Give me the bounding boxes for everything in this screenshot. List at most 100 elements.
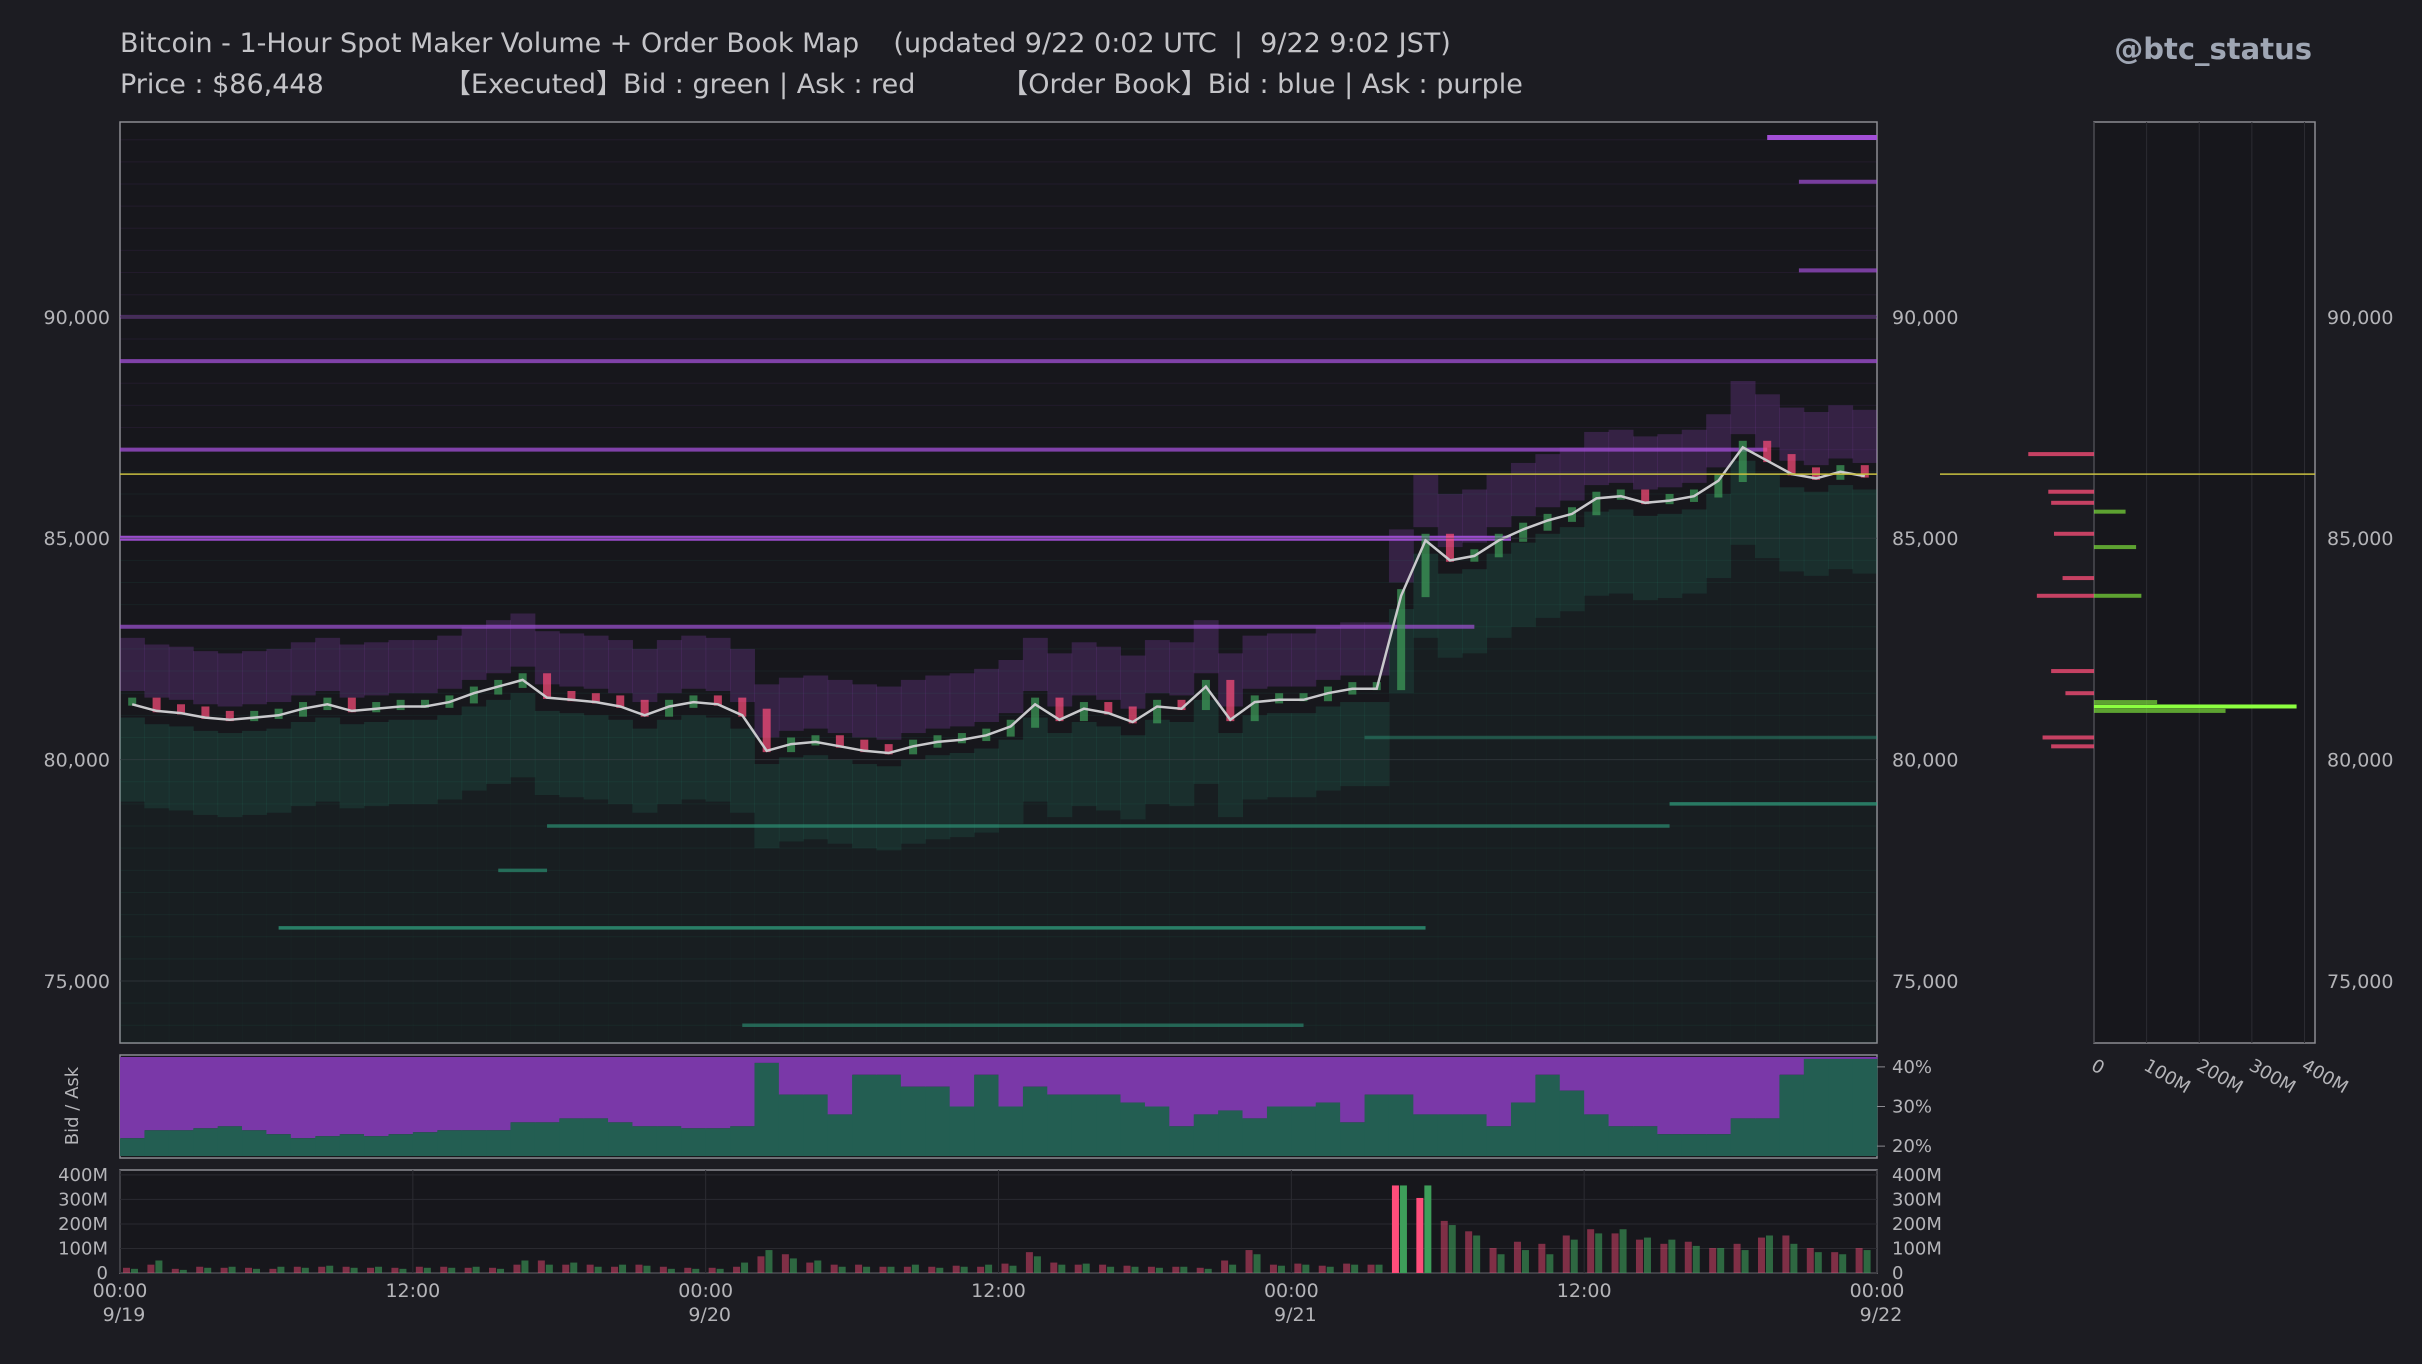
ask-volume-bar [513, 1264, 521, 1273]
bid-volume-bar [936, 1267, 944, 1273]
price-tick-left: 85,000 [44, 528, 110, 550]
ask-share-bar [632, 1057, 658, 1127]
bid-share-bar [1584, 1114, 1610, 1156]
ratio-tick-label: 30% [1892, 1097, 1932, 1118]
executed-candle [1055, 697, 1064, 722]
ask-depth-cell [608, 640, 633, 694]
ask-volume-bar [1611, 1233, 1619, 1273]
profile-bid-bar [2094, 700, 2158, 705]
ask-depth-cell [1022, 637, 1048, 691]
bid-depth-cell [1266, 713, 1292, 798]
bid-deep-cell [1828, 569, 1854, 1043]
executed-candle [591, 693, 600, 704]
bid-volume-bar [1107, 1266, 1115, 1273]
bid-deep-cell [1071, 806, 1097, 1043]
ask-share-bar [1291, 1057, 1317, 1107]
ask-volume-bar [269, 1268, 277, 1273]
executed-candle [128, 697, 137, 706]
bid-depth-cell [1242, 715, 1268, 800]
bid-share-bar [1022, 1086, 1048, 1156]
ask-share-bar [681, 1057, 707, 1129]
profile-price-tick: 75,000 [2327, 971, 2393, 993]
ask-share-bar [1437, 1057, 1463, 1115]
bid-share-bar [1120, 1102, 1146, 1156]
ask-volume-bar [903, 1266, 911, 1273]
bid-deep-cell [412, 803, 438, 1043]
bid-share-bar [998, 1106, 1024, 1156]
executed-candle [567, 690, 576, 702]
ask-volume-bar [830, 1264, 838, 1273]
time-tick-label: 12:00 [971, 1280, 1026, 1302]
bid-volume-bar [716, 1268, 724, 1273]
ask-depth-cell [803, 675, 829, 729]
bid-deep-cell [1193, 783, 1219, 1043]
ask-share-bar [608, 1057, 633, 1123]
executed-candle [1177, 699, 1186, 711]
ask-share-bar [583, 1057, 609, 1119]
executed-candle [640, 699, 649, 717]
bid-share-bar [1657, 1134, 1683, 1156]
executed-candle [665, 699, 674, 717]
bid-depth-cell [364, 721, 389, 807]
bid-deep-cell [315, 801, 341, 1043]
bid-share-bar [1364, 1094, 1390, 1156]
ask-depth-cell [827, 679, 853, 734]
ask-volume-bar [1196, 1267, 1204, 1273]
executed-candle [1397, 589, 1406, 691]
profile-ask-bar [2042, 735, 2094, 740]
executed-candle [1275, 693, 1284, 704]
bid-volume-bar [1839, 1254, 1847, 1273]
bid-depth-cell [168, 726, 194, 811]
bid-share-bar [1096, 1094, 1122, 1156]
ask-share-bar [900, 1057, 926, 1087]
bid-volume-bar [1229, 1264, 1237, 1273]
time-tick-label: 00:00 [1850, 1280, 1905, 1302]
ask-depth-cell [1144, 640, 1170, 694]
ask-depth-cell [1266, 633, 1292, 687]
ask-depth-cell [998, 659, 1024, 714]
bid-deep-cell [681, 799, 707, 1043]
bid-deep-cell [949, 837, 975, 1043]
ask-volume-bar [586, 1264, 594, 1273]
bid-deep-cell [1047, 817, 1073, 1043]
bid-depth-cell [583, 715, 609, 800]
bid-share-bar [778, 1094, 804, 1156]
price-tick-right: 80,000 [1892, 750, 1958, 772]
bid-volume-bar [1131, 1266, 1139, 1273]
profile-ask-bar [2065, 691, 2094, 696]
chart-title: Bitcoin - 1-Hour Spot Maker Volume + Ord… [120, 28, 1451, 59]
ask-depth-cell [1706, 414, 1732, 468]
ratio-axis-label: Bid / Ask [62, 1066, 83, 1145]
bid-depth-cell [290, 721, 316, 807]
ask-depth-cell [1071, 642, 1097, 696]
ask-share-bar [1388, 1057, 1414, 1095]
bid-volume-bar [1277, 1265, 1285, 1273]
ask-volume-bar [1074, 1264, 1082, 1273]
ask-volume-bar [1562, 1235, 1570, 1273]
ask-depth-cell [290, 642, 316, 696]
bid-depth-cell [852, 764, 877, 849]
executed-candle [1641, 489, 1650, 505]
executed-candle [396, 699, 405, 711]
ask-volume-bar [1733, 1243, 1741, 1273]
bid-deep-cell [388, 803, 414, 1043]
executed-candle [1104, 702, 1113, 715]
ask-share-bar [1779, 1057, 1805, 1075]
bid-share-bar [632, 1126, 658, 1156]
ask-volume-bar [1172, 1266, 1180, 1273]
bid-share-bar [876, 1074, 902, 1156]
ask-volume-bar [245, 1267, 253, 1273]
ask-volume-bar [1025, 1252, 1033, 1273]
ask-depth-cell [1242, 635, 1268, 689]
ask-volume-bar [562, 1264, 570, 1273]
executed-candle [762, 708, 771, 753]
bid-deep-cell [1413, 637, 1439, 1043]
bid-deep-cell [608, 803, 633, 1043]
bid-volume-bar [521, 1260, 529, 1273]
ask-share-bar [925, 1057, 951, 1087]
bid-depth-cell [900, 759, 926, 844]
bid-volume-bar [1643, 1237, 1651, 1273]
bid-depth-cell [1169, 721, 1195, 807]
ask-share-bar [998, 1057, 1024, 1107]
ask-depth-cell [1779, 407, 1805, 461]
